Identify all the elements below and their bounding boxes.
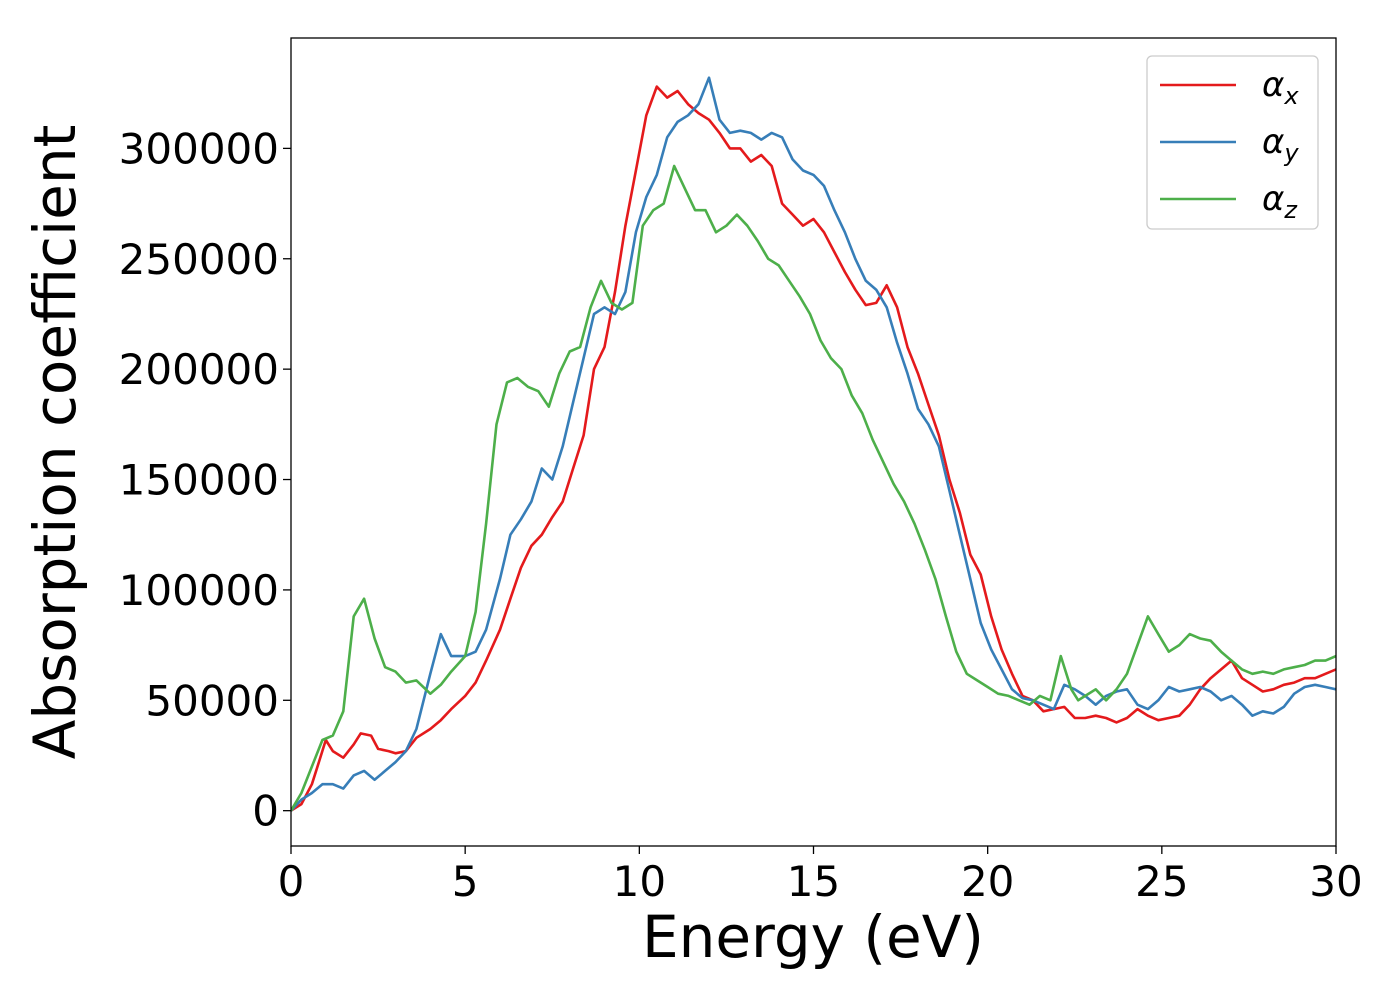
x-tick-label: 0	[278, 857, 305, 906]
y-tick-label: 100000	[119, 566, 279, 615]
x-axis-label: Energy (eV)	[642, 903, 984, 971]
x-tick-label: 15	[787, 857, 840, 906]
y-tick-label: 50000	[145, 676, 279, 725]
y-tick-label: 150000	[119, 456, 279, 505]
x-tick-label: 5	[452, 857, 479, 906]
x-tick-label: 20	[961, 857, 1014, 906]
legend: αx αy αz	[1146, 55, 1319, 230]
series-layer	[291, 76, 1336, 812]
x-tick-label: 10	[613, 857, 666, 906]
series-line-x	[291, 85, 1336, 812]
legend-label-z: αz	[1262, 179, 1298, 224]
legend-label-y: αy	[1262, 122, 1299, 167]
y-tick-label: 0	[252, 787, 279, 836]
x-tick-label: 25	[1135, 857, 1188, 906]
legend-label-x: αx	[1262, 65, 1299, 110]
series-line-y	[291, 76, 1336, 812]
y-axis-label: Absorption coefficient	[21, 125, 89, 760]
y-tick-label: 250000	[119, 235, 279, 284]
series-line-z	[291, 164, 1336, 812]
x-axis: 0 5 10 15 20 25 30	[278, 846, 1363, 906]
x-tick-label: 30	[1309, 857, 1362, 906]
y-tick-label: 200000	[119, 345, 279, 394]
y-tick-label: 300000	[119, 124, 279, 173]
y-axis: 0 50000 100000 150000 200000 250000 300000	[119, 124, 291, 836]
